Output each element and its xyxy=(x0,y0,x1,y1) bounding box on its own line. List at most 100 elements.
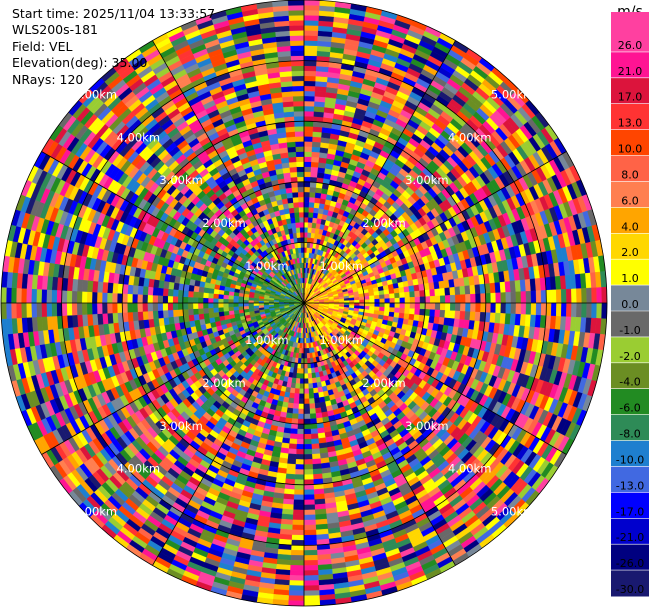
velocity-gate xyxy=(303,484,315,491)
velocity-gate xyxy=(399,292,406,299)
velocity-gate xyxy=(290,544,305,551)
velocity-gate xyxy=(289,570,305,576)
velocity-gate xyxy=(469,284,476,295)
velocity-gate xyxy=(307,227,313,233)
velocity-gate xyxy=(480,293,487,304)
velocity-gate xyxy=(303,443,312,450)
velocity-gate xyxy=(292,504,305,511)
velocity-gate xyxy=(311,151,321,158)
velocity-gate xyxy=(303,171,312,178)
velocity-gate xyxy=(303,9,320,16)
velocity-gate xyxy=(303,227,309,233)
velocity-gate xyxy=(474,284,481,295)
velocity-gate xyxy=(414,296,421,304)
velocity-gate xyxy=(296,433,305,440)
velocity-gate xyxy=(303,433,312,440)
velocity-gate xyxy=(303,201,310,208)
velocity-gate xyxy=(313,493,325,500)
velocity-gate xyxy=(303,559,318,566)
velocity-gate xyxy=(288,438,298,445)
velocity-gate xyxy=(311,448,321,455)
velocity-gate xyxy=(311,453,321,460)
velocity-gate xyxy=(419,290,426,298)
velocity-gate xyxy=(311,377,317,384)
velocity-gate xyxy=(303,383,309,390)
velocity-gate xyxy=(459,285,466,296)
velocity-gate xyxy=(303,50,318,57)
velocity-gate xyxy=(449,286,456,296)
velocity-gate xyxy=(303,191,311,198)
velocity-gate xyxy=(601,286,608,304)
velocity-gate xyxy=(295,378,301,384)
velocity-gate xyxy=(424,296,431,304)
velocity-gate xyxy=(303,474,314,481)
velocity-gate xyxy=(311,372,317,379)
velocity-gate xyxy=(495,292,502,304)
velocity-gate xyxy=(288,580,305,587)
velocity-gate xyxy=(429,302,436,311)
velocity-gate xyxy=(384,293,390,300)
velocity-gate xyxy=(300,368,305,374)
velocity-gate xyxy=(303,206,310,213)
velocity-gate xyxy=(555,289,562,304)
velocity-gate xyxy=(449,302,456,312)
velocity-gate xyxy=(303,196,310,203)
velocity-gate xyxy=(303,131,314,137)
velocity-gate xyxy=(294,474,305,481)
velocity-gate xyxy=(303,403,310,410)
velocity-gate xyxy=(364,302,370,307)
velocity-gate xyxy=(292,408,299,415)
velocity-gate xyxy=(439,295,446,304)
velocity-gate xyxy=(303,423,311,430)
velocity-gate xyxy=(404,291,411,298)
velocity-gate xyxy=(303,454,313,460)
velocity-gate xyxy=(369,302,375,307)
velocity-gate xyxy=(475,293,482,304)
velocity-gate xyxy=(379,298,386,304)
velocity-gate xyxy=(373,290,380,296)
velocity-gate xyxy=(455,302,461,312)
velocity-gate xyxy=(398,286,405,294)
velocity-gate xyxy=(399,302,406,309)
velocity-gate xyxy=(434,309,441,318)
velocity-gate xyxy=(303,105,315,112)
velocity-gate xyxy=(292,509,305,516)
velocity-gate xyxy=(388,288,395,295)
velocity-gate xyxy=(288,595,305,602)
velocity-gate xyxy=(303,413,311,420)
velocity-gate xyxy=(303,504,316,511)
velocity-gate xyxy=(296,428,305,435)
velocity-gate xyxy=(505,291,512,304)
velocity-gate xyxy=(296,438,305,445)
velocity-gate xyxy=(295,373,301,379)
velocity-gate xyxy=(520,302,527,315)
velocity-gate xyxy=(414,290,421,298)
velocity-gate xyxy=(303,221,309,228)
velocity-gate xyxy=(306,357,311,364)
velocity-gate xyxy=(310,166,319,173)
velocity-gate xyxy=(308,211,314,218)
velocity-gate xyxy=(293,494,305,501)
velocity-gate xyxy=(309,181,317,188)
velocity-gate xyxy=(571,302,577,318)
velocity-gate xyxy=(581,302,588,319)
velocity-gate xyxy=(310,428,318,435)
velocity-gate xyxy=(494,312,501,324)
velocity-gate xyxy=(290,549,305,556)
velocity-gate xyxy=(291,418,299,425)
velocity-gate xyxy=(303,166,312,173)
velocity-gate xyxy=(409,308,416,315)
velocity-gate xyxy=(586,287,593,304)
velocity-gate xyxy=(545,289,552,304)
velocity-gate xyxy=(303,539,317,546)
velocity-gate xyxy=(596,287,603,304)
velocity-gate xyxy=(303,514,316,521)
velocity-gate xyxy=(359,299,365,304)
velocity-gate xyxy=(303,141,313,147)
velocity-gate xyxy=(398,312,405,320)
velocity-gate xyxy=(459,310,466,321)
velocity-gate xyxy=(289,575,305,582)
velocity-gate xyxy=(293,393,300,400)
velocity-gate xyxy=(303,398,310,405)
velocity-gate xyxy=(312,387,319,394)
